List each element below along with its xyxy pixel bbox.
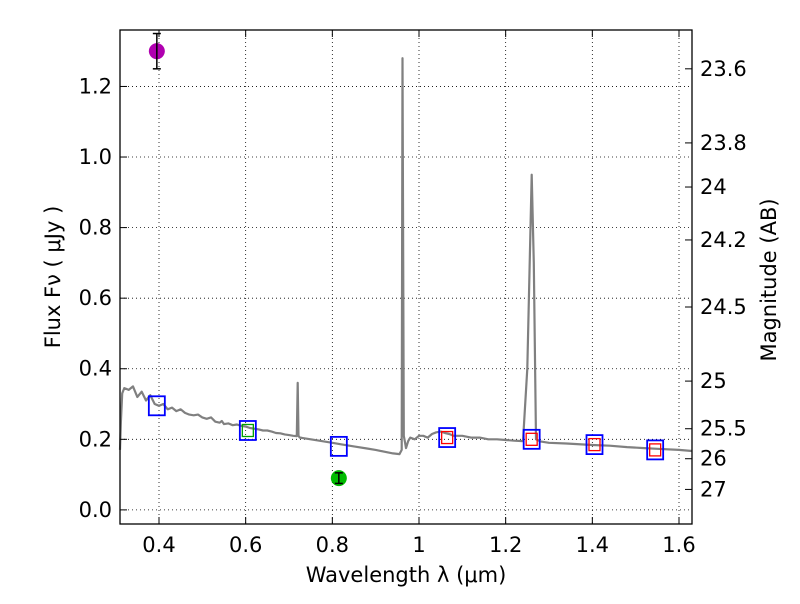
y2-tick-label: 23.6: [700, 57, 747, 81]
x-tick-label: 1.6: [662, 533, 695, 557]
model-flux-marker: [585, 434, 604, 456]
y-tick-label: 0.8: [79, 216, 112, 240]
y2-tick-label: 27: [700, 477, 727, 501]
y2-axis-label: Magnitude (AB): [757, 198, 781, 361]
y2-tick-label: 24: [700, 175, 727, 199]
y2-tick-label: 24.2: [700, 228, 747, 252]
y2-tick-label: 26: [700, 447, 727, 471]
model-flux-marker: [646, 439, 665, 461]
y2-tick-label: 25.5: [700, 417, 747, 441]
y-tick-label: 1.2: [79, 74, 112, 98]
observed-flux-marker: [525, 432, 538, 446]
observed-flux-marker: [441, 430, 454, 445]
series-layer: [118, 32, 693, 487]
model-flux-marker: [238, 420, 257, 441]
y-tick-label: 0.2: [79, 427, 112, 451]
model-flux-marker: [522, 428, 541, 450]
y-tick-label: 0.4: [79, 357, 112, 381]
y-tick-label: 1.0: [79, 145, 112, 169]
y-axis-label: Flux Fν ( μJy ): [41, 206, 65, 349]
model-flux-marker: [147, 395, 166, 417]
x-axis-label: Wavelength λ (μm): [306, 563, 507, 587]
y-tick-label: 0.0: [79, 498, 112, 522]
x-tick-label: 1.2: [489, 533, 522, 557]
observed-flux-marker: [241, 423, 254, 438]
y2-tick-label: 23.8: [700, 131, 747, 155]
grid-lines: [120, 30, 692, 524]
spectrum-line: [118, 57, 693, 456]
x-tick-label: 0.6: [229, 533, 262, 557]
x-tick-label: 0.4: [142, 533, 175, 557]
y-tick-label: 0.6: [79, 286, 112, 310]
observed-flux-marker: [588, 437, 601, 452]
axis-ticks: 0.4 0.6 0.8 1 1.2 1.4 1.6 0.0 0.2 0.4 0.6 0.8 1.0 1.2…: [79, 30, 747, 557]
y2-tick-label: 24.5: [700, 295, 747, 319]
model-flux-marker: [438, 427, 457, 448]
x-tick-label: 0.8: [316, 533, 349, 557]
x-tick-label: 1: [412, 533, 425, 557]
model-flux-marker: [329, 435, 348, 457]
x-tick-label: 1.4: [576, 533, 609, 557]
plot-frame: [119, 29, 693, 525]
observed-flux-marker: [649, 443, 662, 457]
y2-tick-label: 25: [700, 369, 727, 393]
